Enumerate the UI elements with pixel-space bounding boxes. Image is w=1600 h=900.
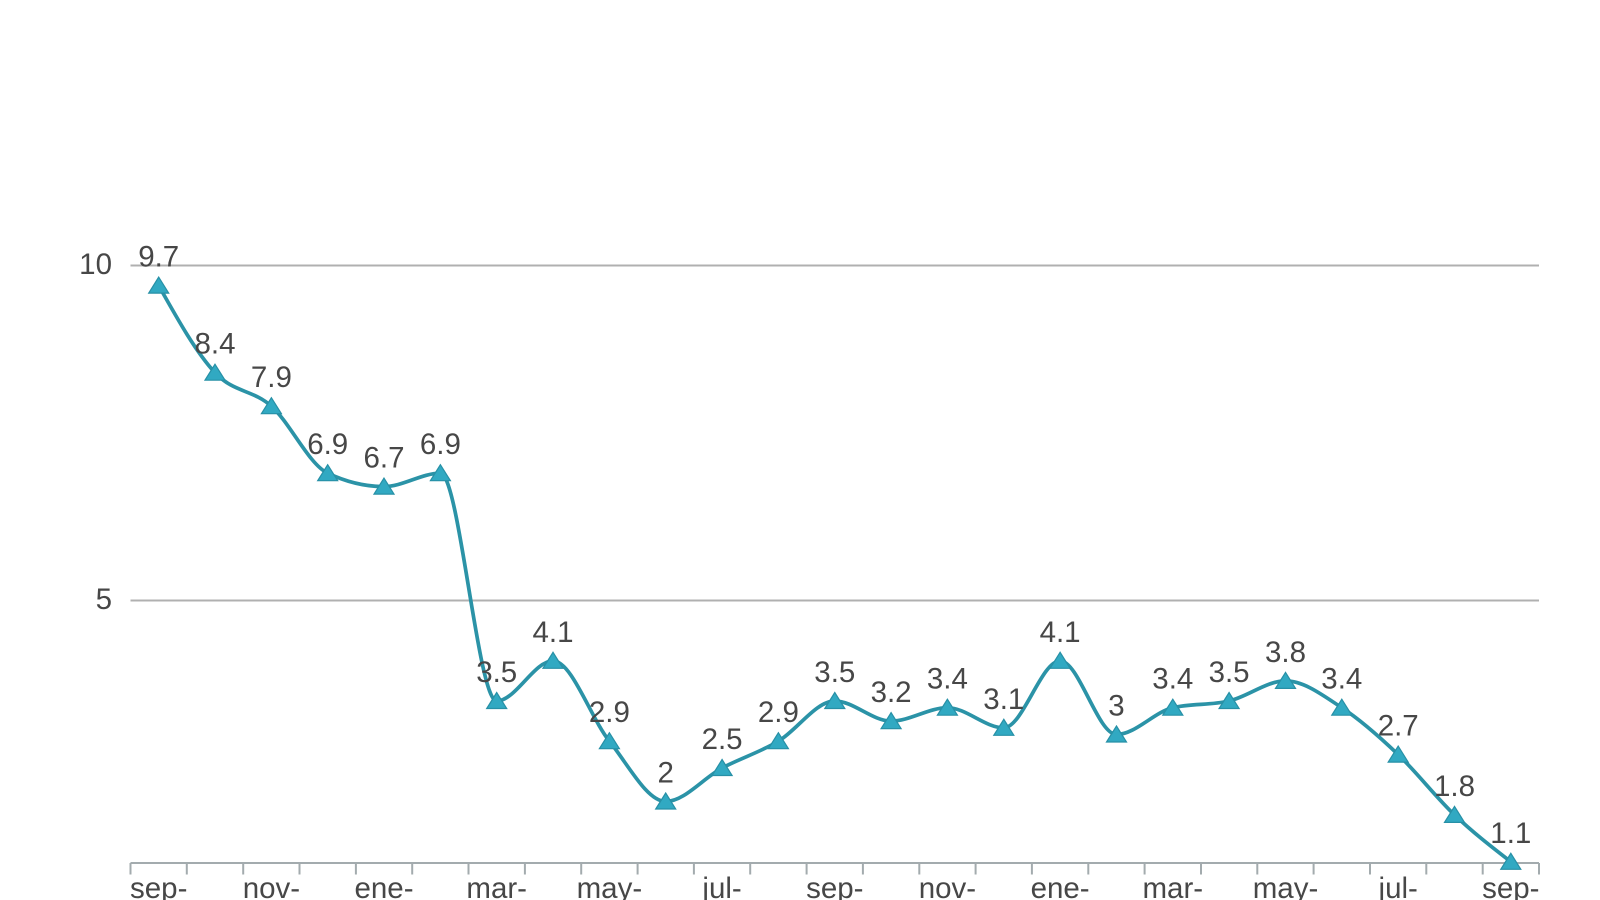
svg-text:3.2: 3.2 [871, 676, 912, 709]
svg-text:6.9: 6.9 [307, 428, 348, 461]
svg-text:1.8: 1.8 [1434, 770, 1475, 803]
svg-text:sep-: sep- [1482, 872, 1539, 900]
svg-text:sep-: sep- [806, 872, 863, 900]
svg-text:10: 10 [79, 248, 112, 281]
svg-text:6.9: 6.9 [420, 428, 461, 461]
svg-text:ene-: ene- [354, 872, 413, 900]
svg-text:2: 2 [657, 757, 673, 790]
svg-text:3.1: 3.1 [983, 683, 1024, 716]
svg-text:nov-: nov- [243, 872, 300, 900]
svg-text:3.4: 3.4 [1152, 663, 1193, 696]
svg-text:may-: may- [577, 872, 643, 900]
svg-text:2.9: 2.9 [589, 696, 630, 729]
svg-text:mar-: mar- [466, 872, 527, 900]
svg-text:jul-: jul- [1378, 872, 1418, 900]
svg-text:6.7: 6.7 [363, 442, 404, 475]
svg-text:3.4: 3.4 [1321, 663, 1362, 696]
svg-text:3: 3 [1108, 690, 1124, 723]
svg-text:3.8: 3.8 [1265, 636, 1306, 669]
svg-text:4.1: 4.1 [532, 616, 573, 649]
svg-text:2.7: 2.7 [1378, 710, 1419, 743]
svg-text:3.5: 3.5 [1209, 656, 1250, 689]
svg-text:3.4: 3.4 [927, 663, 968, 696]
svg-text:2.5: 2.5 [702, 723, 743, 756]
svg-text:5: 5 [96, 583, 112, 616]
svg-text:sep-: sep- [130, 872, 187, 900]
svg-text:3.5: 3.5 [814, 656, 855, 689]
svg-text:nov-: nov- [919, 872, 976, 900]
svg-text:4.1: 4.1 [1040, 616, 1081, 649]
svg-text:1.1: 1.1 [1490, 817, 1531, 850]
svg-text:may-: may- [1253, 872, 1319, 900]
svg-text:mar-: mar- [1142, 872, 1203, 900]
svg-text:7.9: 7.9 [251, 361, 292, 394]
svg-text:3.5: 3.5 [476, 656, 517, 689]
svg-text:ene-: ene- [1031, 872, 1090, 900]
svg-text:8.4: 8.4 [194, 328, 235, 361]
svg-text:9.7: 9.7 [138, 241, 179, 274]
svg-text:2.9: 2.9 [758, 696, 799, 729]
svg-text:jul-: jul- [701, 872, 741, 900]
